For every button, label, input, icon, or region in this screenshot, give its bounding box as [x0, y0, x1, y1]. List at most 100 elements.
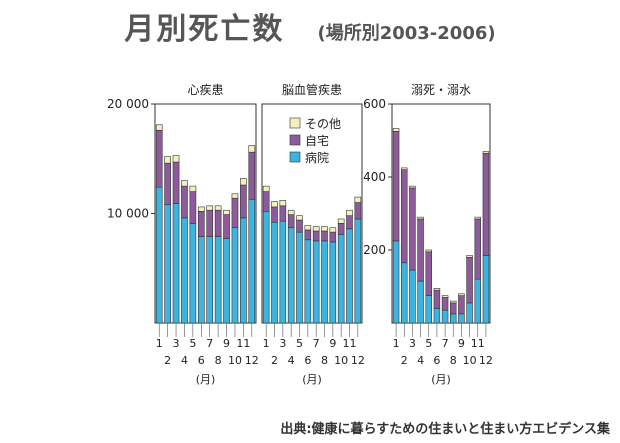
bar-segment [287, 227, 295, 324]
bar-segment [346, 209, 353, 216]
bar-segment [482, 152, 490, 256]
bar-segment [206, 205, 214, 211]
bar-segment [441, 297, 449, 311]
bar-segment [433, 288, 441, 291]
bar-segment [155, 186, 163, 324]
bar-segment [181, 185, 188, 219]
bar-segment [189, 223, 197, 324]
bar-segment [304, 239, 312, 324]
bar-segment [354, 202, 362, 220]
bar-segment [262, 191, 270, 212]
bar-segment [287, 214, 295, 229]
x-tick-label: 12 [479, 354, 493, 367]
bar-segment [354, 196, 362, 203]
bar-segment [433, 289, 441, 309]
bar-segment [466, 255, 473, 258]
bar-segment [223, 209, 230, 215]
bar-segment [240, 184, 247, 219]
bar-segment [392, 128, 400, 132]
legend-swatch [289, 117, 301, 129]
source-caption: 出典:健康に暮らすための住まいと住まい方エビデンス集 [280, 422, 610, 437]
x-tick-label: 5 [189, 337, 196, 350]
x-tick-label: 4 [417, 354, 424, 367]
bar-segment [214, 236, 222, 324]
x-tick-label: 1 [393, 337, 400, 350]
x-tick-label: 9 [223, 337, 230, 350]
bar-segment [287, 209, 295, 215]
x-tick-label: 7 [206, 337, 213, 350]
bar-segment [240, 178, 247, 186]
bar-segment [304, 229, 312, 241]
bar-segment [450, 300, 457, 304]
x-axis-label: (月) [196, 373, 216, 386]
bar-segment [425, 251, 432, 296]
x-tick-label: 2 [164, 354, 171, 367]
legend-label: 病院 [305, 150, 329, 165]
x-tick-label: 12 [351, 354, 365, 367]
page-subtitle: (場所別2003-2006) [317, 23, 496, 44]
bar-segment [271, 201, 278, 208]
bar-segment [279, 205, 287, 222]
bar-segment [409, 187, 416, 271]
x-tick-label: 1 [156, 337, 163, 350]
bar-segment [474, 218, 481, 280]
x-axis-label: (月) [302, 373, 322, 386]
bar-segment [312, 240, 320, 324]
bar-segment [197, 236, 205, 324]
bar-segment [248, 198, 256, 324]
x-tick-label: 4 [288, 354, 295, 367]
bar-segment [271, 221, 278, 324]
title-area: 月別死亡数 (場所別2003-2006) [0, 4, 620, 48]
x-tick-label: 11 [236, 337, 250, 350]
bar-segment [482, 255, 490, 324]
x-tick-label: 10 [228, 354, 242, 367]
bar-segment [248, 151, 256, 200]
bar-segment [321, 240, 328, 324]
x-tick-label: 1 [263, 337, 270, 350]
bar-segment [474, 216, 481, 220]
panel-title: 溺死・溺水 [411, 83, 471, 97]
x-tick-label: 6 [433, 354, 440, 367]
x-tick-label: 5 [296, 337, 303, 350]
bar-segment [321, 230, 328, 242]
bar-segment [409, 269, 416, 324]
panel-title: 心疾患 [187, 82, 223, 97]
bar-segment [172, 203, 180, 324]
bar-segment [248, 145, 256, 153]
bar-segment [240, 217, 247, 324]
x-tick-label: 3 [173, 337, 180, 350]
bar-segment [189, 185, 197, 192]
bar-segment [164, 156, 171, 164]
bar-segment [329, 241, 337, 324]
x-tick-label: 8 [321, 354, 328, 367]
y-tick-label: 200 [363, 243, 386, 257]
bar-segment [304, 225, 312, 231]
x-tick-label: 3 [279, 337, 286, 350]
x-tick-label: 5 [425, 337, 432, 350]
bar-segment [206, 209, 214, 237]
x-tick-label: 4 [181, 354, 188, 367]
bar-segment [458, 293, 465, 296]
y-tick-label: 400 [363, 170, 386, 184]
bar-segment [417, 218, 424, 282]
bar-segment [296, 215, 303, 221]
x-tick-label: 10 [463, 354, 477, 367]
bar-segment [425, 295, 432, 324]
bar-segment [346, 215, 353, 230]
bar-segment [425, 249, 432, 253]
bar-segment [433, 308, 441, 324]
bar-segment [401, 167, 408, 171]
bar-segment [206, 236, 214, 324]
bar-segment [231, 197, 239, 229]
bar-segment [417, 280, 424, 324]
bar-segment [312, 226, 320, 232]
bar-segment [474, 278, 481, 324]
x-tick-label: 12 [245, 354, 259, 367]
legend-swatch [289, 151, 301, 163]
x-tick-label: 11 [343, 337, 357, 350]
x-tick-label: 8 [450, 354, 457, 367]
x-tick-label: 8 [215, 354, 222, 367]
bar-segment [312, 230, 320, 242]
bar-segment [197, 206, 205, 212]
